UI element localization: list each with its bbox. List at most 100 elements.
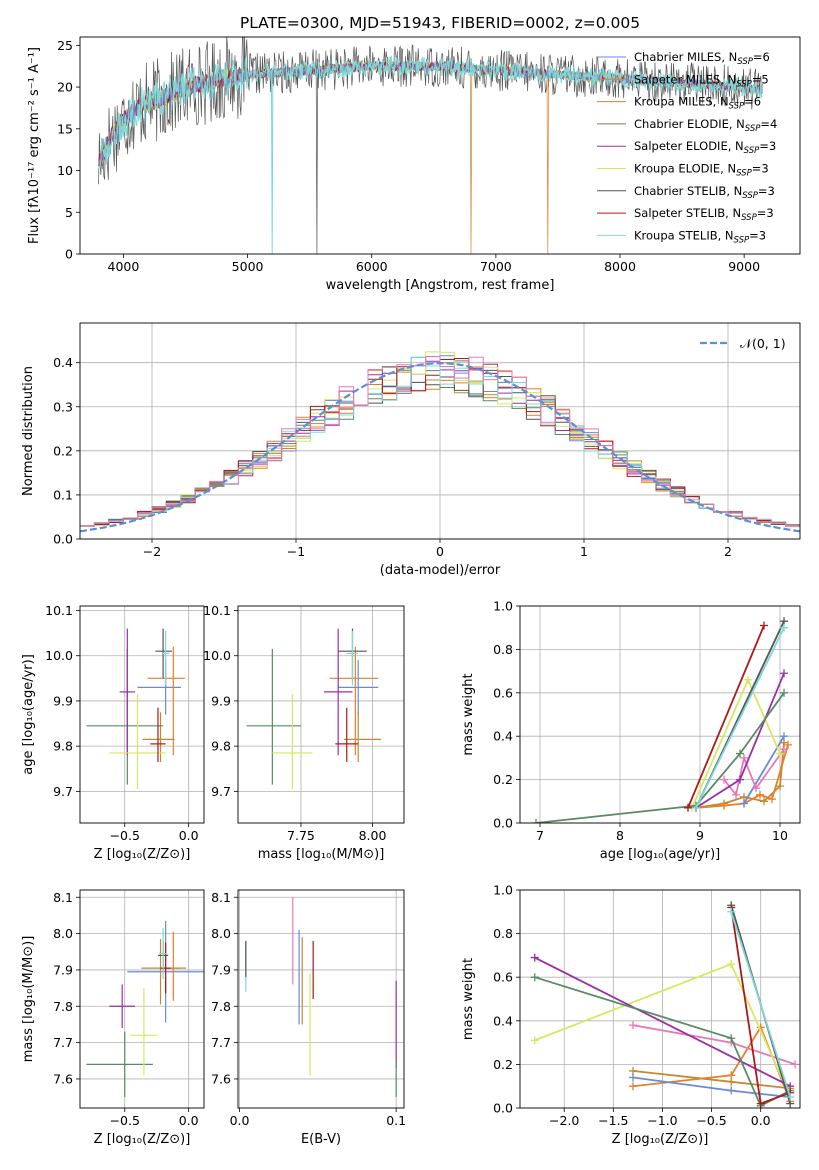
legend-label-main: Salpeter STELIB, N xyxy=(634,206,741,220)
weight-marker-chab_elodie xyxy=(727,1034,736,1043)
tick-label-y: 0.8 xyxy=(493,926,513,941)
tick-label-y: 0.3 xyxy=(53,399,73,414)
weight-line-pink xyxy=(632,1024,796,1066)
tick-label-y: 10.0 xyxy=(45,648,73,663)
weight-line-chab_miles xyxy=(743,735,785,804)
tick-label-y: 0.6 xyxy=(493,970,513,985)
tick-label-y: 8.0 xyxy=(211,926,231,941)
normal-curve xyxy=(80,361,800,533)
weight-line-krou_stelib xyxy=(730,911,792,1098)
tick-label-x: −1 xyxy=(287,544,305,559)
tick-label-y: 9.9 xyxy=(53,693,73,708)
legend-label-chab_elodie: Chabrier ELODIE, NSSP=4 xyxy=(634,117,777,134)
tick-label-x: 2 xyxy=(724,544,732,559)
x-axis-label: age [log₁₀(age/yr)] xyxy=(600,847,721,862)
axes-frame xyxy=(519,889,801,1109)
tick-label-x: 0.1 xyxy=(386,1113,406,1128)
weight-marker-pink xyxy=(740,753,748,762)
x-axis-label: mass [log₁₀(M/M⊙)] xyxy=(258,847,385,862)
tick-label-y: 0.0 xyxy=(493,1101,513,1116)
weight-marker-salp_miles xyxy=(628,1082,637,1091)
plot-area xyxy=(532,617,792,823)
tick-label-y: 9.7 xyxy=(53,784,73,799)
legend-label-sub: SSP xyxy=(741,213,757,223)
tick-label-y: 0.4 xyxy=(493,1013,513,1028)
tick-label-x: −2.0 xyxy=(549,1113,579,1128)
legend-label-suffix: =6 xyxy=(744,95,761,109)
weight-marker-chab_miles xyxy=(727,1086,736,1095)
legend-label-suffix: =3 xyxy=(752,162,769,176)
weight-line-salp_miles xyxy=(695,744,789,809)
tick-label-y: 10.0 xyxy=(203,648,231,663)
y-axis-label: mass weight xyxy=(461,958,476,1040)
weight-marker-salp_stelib xyxy=(760,621,768,630)
tick-label-y: 0.1 xyxy=(53,487,73,502)
weight-marker-chab_miles xyxy=(628,1073,637,1082)
tick-label-y: 9.9 xyxy=(211,693,231,708)
panel-age_vs_mass: 7.75 8.00 9.7 9.8 9.9 10.0 10.1 mass [log₁₀(M/M… xyxy=(203,603,405,862)
legend-label-suffix: =3 xyxy=(757,206,774,220)
legend-label-suffix: =6 xyxy=(753,50,770,64)
weight-marker-salp_miles xyxy=(756,790,764,799)
axes-frame xyxy=(237,889,405,1109)
tick-label-y: 0.2 xyxy=(493,1057,513,1072)
panel-mass_vs_ebv: 0.0 0.1 7.6 7.7 7.8 7.9 8.0 8.1 E(B-V) xyxy=(211,889,406,1147)
weight-marker-salp_elodie xyxy=(780,669,788,678)
tick-label-y: 7.8 xyxy=(211,999,231,1014)
legend-label-main: Kroupa STELIB, N xyxy=(634,228,734,242)
tick-label-y: 7.8 xyxy=(53,999,73,1014)
tick-label-x: 8000 xyxy=(604,259,636,274)
plot-area xyxy=(246,628,382,790)
axes-frame xyxy=(79,322,801,540)
weight-marker-chab_elodie xyxy=(530,973,539,982)
weight-line-salp_elodie xyxy=(695,672,785,809)
weight-marker-chab_miles xyxy=(780,732,788,741)
tick-label-x: −0.5 xyxy=(110,828,140,843)
tick-label-x: 0.0 xyxy=(230,1113,250,1128)
tick-label-y: 7.6 xyxy=(211,1071,231,1086)
weight-marker-pink xyxy=(720,775,728,784)
weight-marker-salp_miles xyxy=(720,801,728,810)
histogram-pink xyxy=(80,356,800,527)
tick-label-y: 20 xyxy=(57,80,73,95)
tick-label-x: −1.0 xyxy=(647,1113,677,1128)
tick-label-x: 6000 xyxy=(356,259,388,274)
panel-residuals: −2 −1 0 1 2 0.0 0.1 0.2 0.3 0.4 (data-model)/error… xyxy=(21,322,801,578)
weight-line-chab_elodie xyxy=(535,692,785,823)
tick-label-y: 9.8 xyxy=(211,739,231,754)
panel-age_vs_z: −0.5 0.0 9.7 9.8 9.9 10.0 10.1 Z [log₁₀(Z/Z⊙)] a… xyxy=(21,603,205,862)
y-axis-label: mass weight xyxy=(461,673,476,755)
y-axis-label: age [log₁₀(age/yr)] xyxy=(21,654,36,775)
tick-label-y: 0.2 xyxy=(493,772,513,787)
tick-label-x: −1.5 xyxy=(598,1113,628,1128)
x-axis-label: Z [log₁₀(Z/Z⊙)] xyxy=(612,1132,709,1147)
weight-marker-chab_elodie xyxy=(532,819,540,823)
weight-marker-krou_elodie xyxy=(530,1036,539,1045)
legend-label-main: Chabrier STELIB, N xyxy=(634,184,742,198)
legend-label-salp_stelib: Salpeter STELIB, NSSP=3 xyxy=(634,206,774,223)
weight-marker-salp_elodie xyxy=(736,775,744,784)
weight-marker-salp_elodie xyxy=(530,953,539,962)
weight-marker-krou_stelib xyxy=(780,623,788,632)
legend-label-main: Chabrier MILES, N xyxy=(634,50,737,64)
plot-area xyxy=(80,351,800,533)
weight-marker-krou_elodie xyxy=(727,960,736,969)
tick-label-x: 0 xyxy=(436,544,444,559)
weight-marker-krou_miles xyxy=(776,782,784,791)
tick-label-y: 0.0 xyxy=(53,532,73,547)
weight-marker-krou_elodie xyxy=(744,675,752,684)
tick-label-y: 0.8 xyxy=(493,642,513,657)
plot-area xyxy=(530,901,800,1108)
legend-label-main: Chabrier ELODIE, N xyxy=(634,117,745,131)
weight-marker-krou_miles xyxy=(760,797,768,806)
x-axis-label: wavelength [Angstrom, rest frame] xyxy=(326,278,555,293)
plot-area xyxy=(245,897,397,1098)
tick-label-x: 10 xyxy=(772,828,788,843)
tick-label-y: 0.6 xyxy=(493,685,513,700)
spectrum-line-krou_stelib xyxy=(98,55,763,254)
tick-label-y: 10.1 xyxy=(45,603,73,618)
tick-label-x: 7.75 xyxy=(287,828,315,843)
weight-marker-pink xyxy=(732,790,740,799)
